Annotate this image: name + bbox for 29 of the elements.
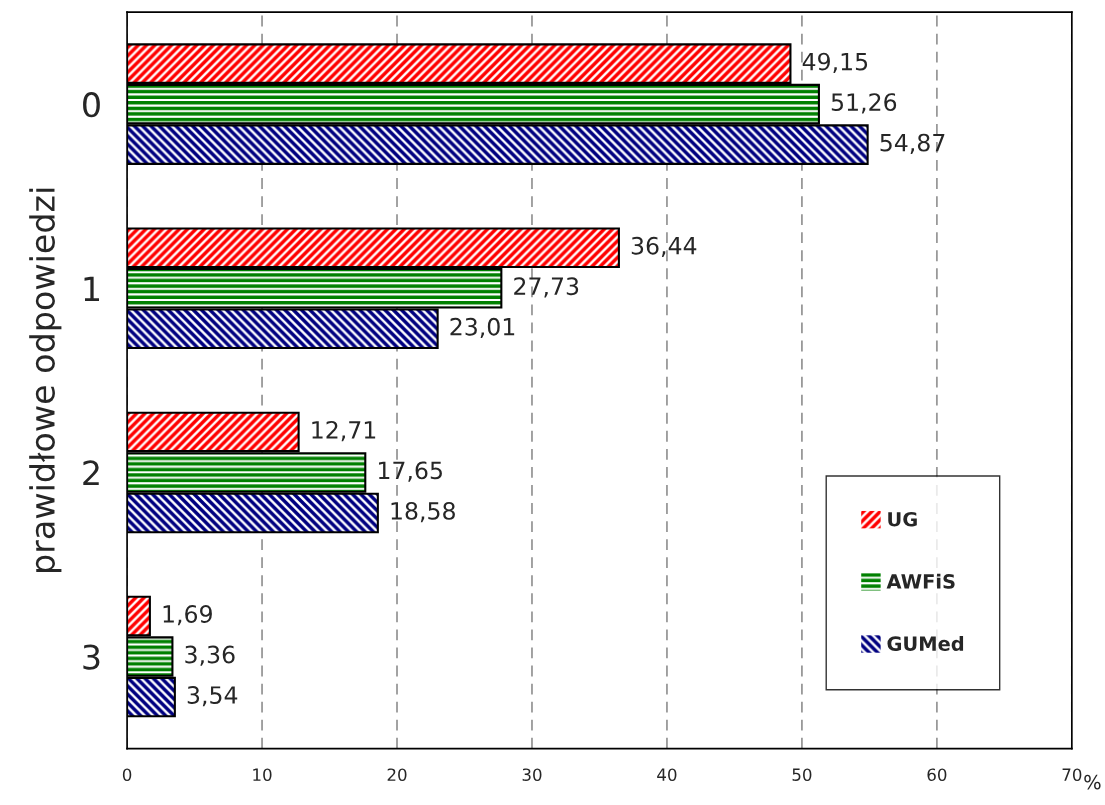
y-tick-label: 2	[83, 460, 99, 486]
data-label: 51,26	[831, 93, 897, 114]
data-label: 36,44	[631, 236, 697, 258]
x-tick-label: 30	[522, 768, 542, 781]
data-label: 23,01	[450, 317, 515, 339]
legend-label: UG	[888, 511, 917, 527]
x-tick-label: 50	[792, 768, 812, 781]
data-label: 12,71	[312, 420, 376, 442]
x-tick-label: 0	[122, 768, 132, 781]
legend-label: GUMed	[887, 635, 964, 651]
x-tick-label: 20	[387, 768, 407, 781]
y-tick-label: 3	[83, 644, 100, 670]
x-tick-label: 60	[927, 768, 947, 781]
y-tick-label: 0	[83, 92, 100, 118]
data-label: 1,69	[163, 605, 212, 626]
data-label: 3,36	[185, 645, 235, 666]
data-label: 49,15	[802, 52, 868, 73]
y-tick-label: 1	[84, 276, 99, 301]
data-label: 17,65	[379, 461, 442, 482]
x-tick-label: 70	[1062, 768, 1082, 781]
data-label: 27,73	[514, 277, 579, 298]
x-tick-label: 40	[657, 768, 677, 781]
x-axis-title: %	[1084, 774, 1101, 790]
data-label: 3,54	[187, 686, 238, 707]
legend-label: AWFiS	[886, 573, 955, 589]
y-axis-title: prawidłowe odpowiedzi	[29, 188, 62, 572]
data-label: 54,87	[880, 133, 945, 154]
data-label: 18,58	[391, 501, 455, 523]
x-tick-label: 10	[253, 768, 272, 781]
